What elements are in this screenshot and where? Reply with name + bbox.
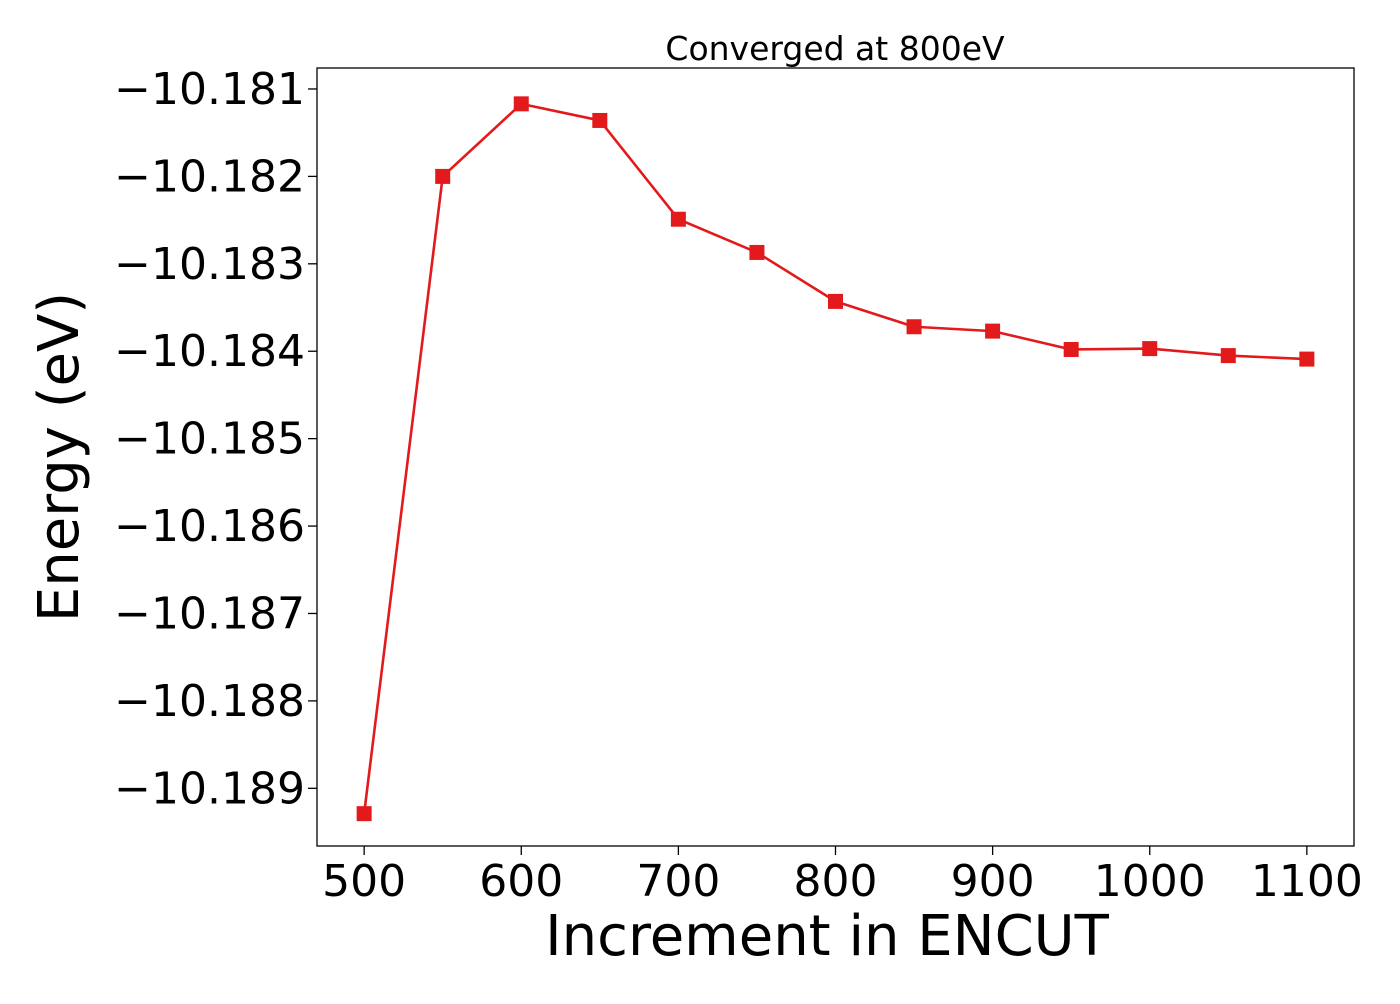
y-tick-label: −10.187 xyxy=(114,588,305,639)
data-point-marker xyxy=(1142,341,1158,357)
data-point-marker xyxy=(985,323,1001,339)
y-tick-label: −10.189 xyxy=(114,763,305,814)
data-point-marker xyxy=(435,168,451,184)
plot-area-frame xyxy=(316,67,1355,847)
data-point-marker xyxy=(513,96,529,112)
y-axis-title: Energy (eV) xyxy=(27,292,92,622)
y-axis-ticks: −10.181 −10.182 −10.183 −10.184 −10.185 −10.1… xyxy=(114,64,317,814)
y-tick-label: −10.184 xyxy=(114,326,305,377)
x-axis-title: Increment in ENCUT xyxy=(545,904,1110,969)
series-line xyxy=(362,102,1307,814)
y-tick-label: −10.182 xyxy=(114,151,305,202)
x-tick-label: 900 xyxy=(951,856,1035,907)
x-tick-label: 1000 xyxy=(1094,856,1206,907)
x-tick-label: 1100 xyxy=(1251,856,1363,907)
data-point-marker xyxy=(1299,351,1315,367)
data-point-marker xyxy=(670,211,686,227)
x-tick-label: 600 xyxy=(479,856,563,907)
x-tick-label: 500 xyxy=(322,856,406,907)
data-point-marker xyxy=(356,806,372,822)
series-layer xyxy=(356,96,1315,822)
data-point-marker xyxy=(592,112,608,128)
data-point-marker xyxy=(749,244,765,260)
data-point-marker xyxy=(828,293,843,309)
y-tick-label: −10.185 xyxy=(114,414,305,465)
y-tick-label: −10.188 xyxy=(114,676,305,727)
y-tick-label: −10.181 xyxy=(114,64,305,115)
chart-title: Converged at 800eV xyxy=(665,29,1005,68)
data-point-marker xyxy=(1063,341,1079,357)
x-tick-label: 700 xyxy=(636,856,720,907)
y-tick-label: −10.183 xyxy=(114,239,305,290)
x-axis-ticks: 500 600 700 800 900 1000 1100 xyxy=(322,846,1363,907)
data-point-marker xyxy=(906,319,922,335)
data-point-marker xyxy=(1220,348,1236,364)
x-tick-label: 800 xyxy=(794,856,878,907)
y-tick-label: −10.186 xyxy=(114,501,305,552)
